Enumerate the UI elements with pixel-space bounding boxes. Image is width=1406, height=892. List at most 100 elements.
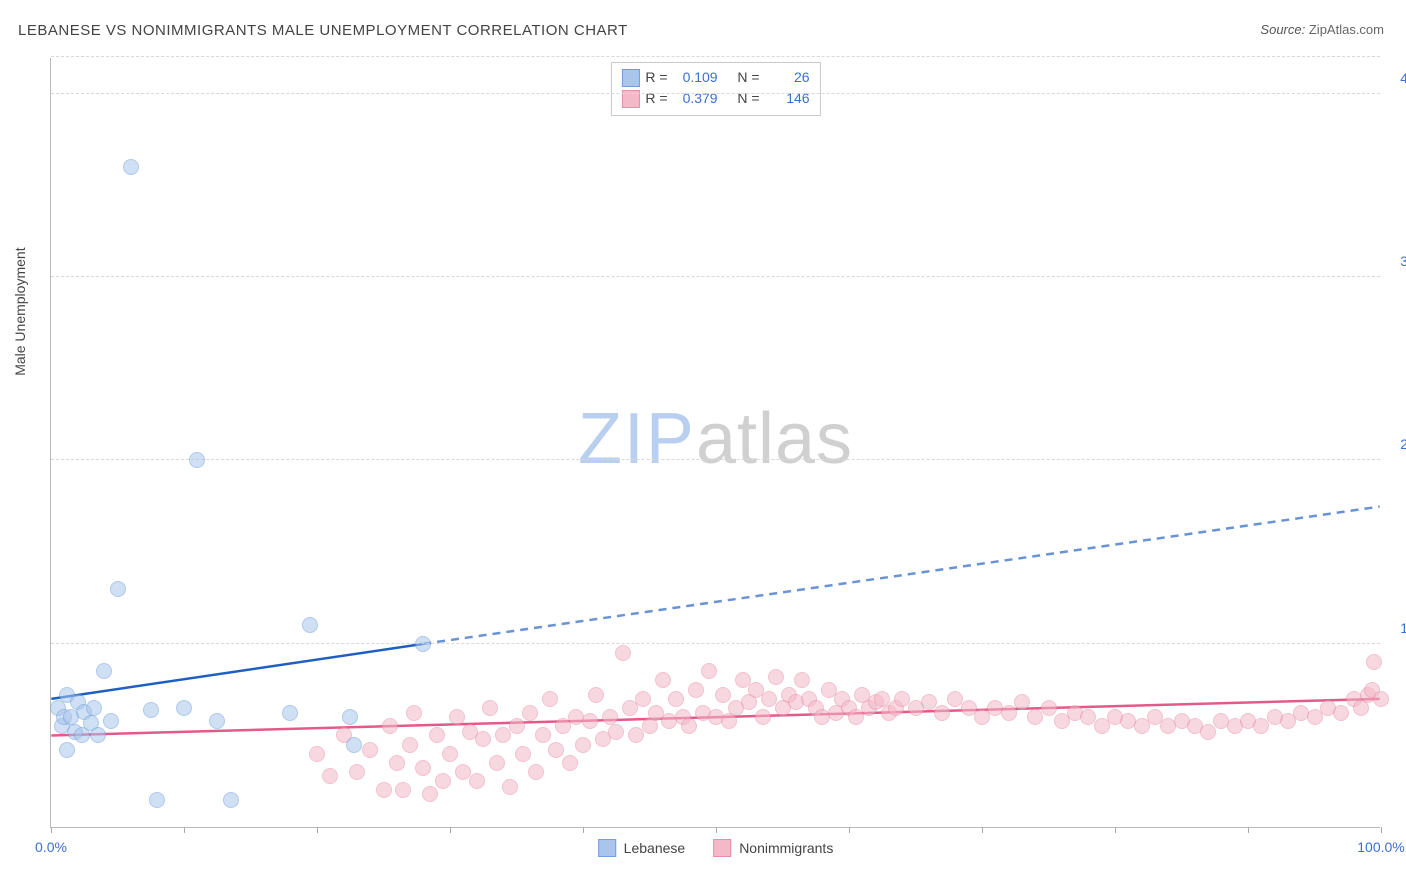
grid-line [51, 459, 1380, 460]
r-label: R = [645, 67, 667, 88]
legend-item-lebanese: Lebanese [598, 839, 686, 857]
data-point-nonimmigrants [376, 782, 392, 798]
data-point-nonimmigrants [562, 755, 578, 771]
r-label: R = [645, 88, 667, 109]
x-tick-label: 0.0% [35, 839, 67, 855]
data-point-nonimmigrants [489, 755, 505, 771]
data-point-nonimmigrants [429, 727, 445, 743]
plot-area: ZIPatlas R = 0.109 N = 26 R = 0.379 N = … [50, 58, 1380, 828]
x-tick [450, 827, 451, 833]
x-tick-label: 100.0% [1357, 839, 1404, 855]
data-point-nonimmigrants [602, 709, 618, 725]
data-point-nonimmigrants [1373, 691, 1389, 707]
swatch-nonimmigrants-bottom [713, 839, 731, 857]
legend-label-nonimmigrants: Nonimmigrants [739, 840, 833, 856]
data-point-nonimmigrants [309, 746, 325, 762]
data-point-nonimmigrants [422, 786, 438, 802]
stats-row-nonimmigrants: R = 0.379 N = 146 [621, 88, 809, 109]
x-tick [51, 827, 52, 833]
data-point-lebanese [223, 792, 239, 808]
data-point-nonimmigrants [362, 742, 378, 758]
watermark-atlas: atlas [696, 398, 853, 478]
n-value-nonimmigrants: 146 [766, 88, 810, 109]
data-point-nonimmigrants [588, 687, 604, 703]
data-point-nonimmigrants [615, 645, 631, 661]
data-point-nonimmigrants [635, 691, 651, 707]
data-point-nonimmigrants [575, 737, 591, 753]
data-point-nonimmigrants [535, 727, 551, 743]
watermark-zip: ZIP [578, 398, 696, 478]
r-value-lebanese: 0.109 [674, 67, 718, 88]
data-point-nonimmigrants [921, 694, 937, 710]
y-tick-label: 30.0% [1400, 253, 1406, 269]
y-tick-label: 20.0% [1400, 436, 1406, 452]
source-attribution: Source: ZipAtlas.com [1260, 22, 1384, 37]
data-point-nonimmigrants [542, 691, 558, 707]
data-point-nonimmigrants [1200, 724, 1216, 740]
n-label: N = [737, 88, 759, 109]
source-value: ZipAtlas.com [1309, 22, 1384, 37]
data-point-nonimmigrants [475, 731, 491, 747]
y-tick-label: 40.0% [1400, 70, 1406, 86]
data-point-nonimmigrants [668, 691, 684, 707]
legend-item-nonimmigrants: Nonimmigrants [713, 839, 833, 857]
x-tick [716, 827, 717, 833]
y-axis-title: Male Unemployment [12, 247, 28, 375]
data-point-nonimmigrants [395, 782, 411, 798]
x-tick [849, 827, 850, 833]
x-tick [184, 827, 185, 833]
data-point-lebanese [302, 617, 318, 633]
data-point-nonimmigrants [1366, 654, 1382, 670]
data-point-nonimmigrants [768, 669, 784, 685]
data-point-nonimmigrants [582, 713, 598, 729]
x-tick [583, 827, 584, 833]
x-tick [982, 827, 983, 833]
x-tick [1381, 827, 1382, 833]
data-point-nonimmigrants [681, 718, 697, 734]
source-label: Source: [1260, 22, 1305, 37]
data-point-nonimmigrants [934, 705, 950, 721]
stats-row-lebanese: R = 0.109 N = 26 [621, 67, 809, 88]
data-point-nonimmigrants [688, 682, 704, 698]
watermark: ZIPatlas [578, 397, 853, 479]
grid-line [51, 93, 1380, 94]
data-point-nonimmigrants [701, 663, 717, 679]
data-point-nonimmigrants [469, 773, 485, 789]
data-point-nonimmigrants [482, 700, 498, 716]
data-point-nonimmigrants [608, 724, 624, 740]
data-point-nonimmigrants [322, 768, 338, 784]
grid-line [51, 56, 1380, 57]
data-point-lebanese [103, 713, 119, 729]
data-point-nonimmigrants [715, 687, 731, 703]
chart-title: LEBANESE VS NONIMMIGRANTS MALE UNEMPLOYM… [18, 22, 628, 39]
data-point-lebanese [96, 663, 112, 679]
data-point-nonimmigrants [522, 705, 538, 721]
stats-legend-box: R = 0.109 N = 26 R = 0.379 N = 146 [610, 62, 820, 116]
x-tick [1115, 827, 1116, 833]
data-point-lebanese [90, 727, 106, 743]
data-point-nonimmigrants [655, 672, 671, 688]
data-point-lebanese [143, 702, 159, 718]
bottom-legend: Lebanese Nonimmigrants [598, 839, 834, 857]
x-tick [317, 827, 318, 833]
data-point-lebanese [415, 636, 431, 652]
data-point-nonimmigrants [1001, 705, 1017, 721]
n-label: N = [737, 67, 759, 88]
data-point-nonimmigrants [1333, 705, 1349, 721]
data-point-nonimmigrants [349, 764, 365, 780]
data-point-nonimmigrants [389, 755, 405, 771]
data-point-lebanese [342, 709, 358, 725]
data-point-nonimmigrants [755, 709, 771, 725]
n-value-lebanese: 26 [766, 67, 810, 88]
data-point-nonimmigrants [449, 709, 465, 725]
data-point-nonimmigrants [515, 746, 531, 762]
data-point-nonimmigrants [528, 764, 544, 780]
y-tick-label: 10.0% [1400, 620, 1406, 636]
x-tick [1248, 827, 1249, 833]
data-point-nonimmigrants [502, 779, 518, 795]
data-point-nonimmigrants [415, 760, 431, 776]
trend-line [423, 507, 1379, 644]
data-point-lebanese [123, 159, 139, 175]
data-point-nonimmigrants [548, 742, 564, 758]
data-point-lebanese [110, 581, 126, 597]
